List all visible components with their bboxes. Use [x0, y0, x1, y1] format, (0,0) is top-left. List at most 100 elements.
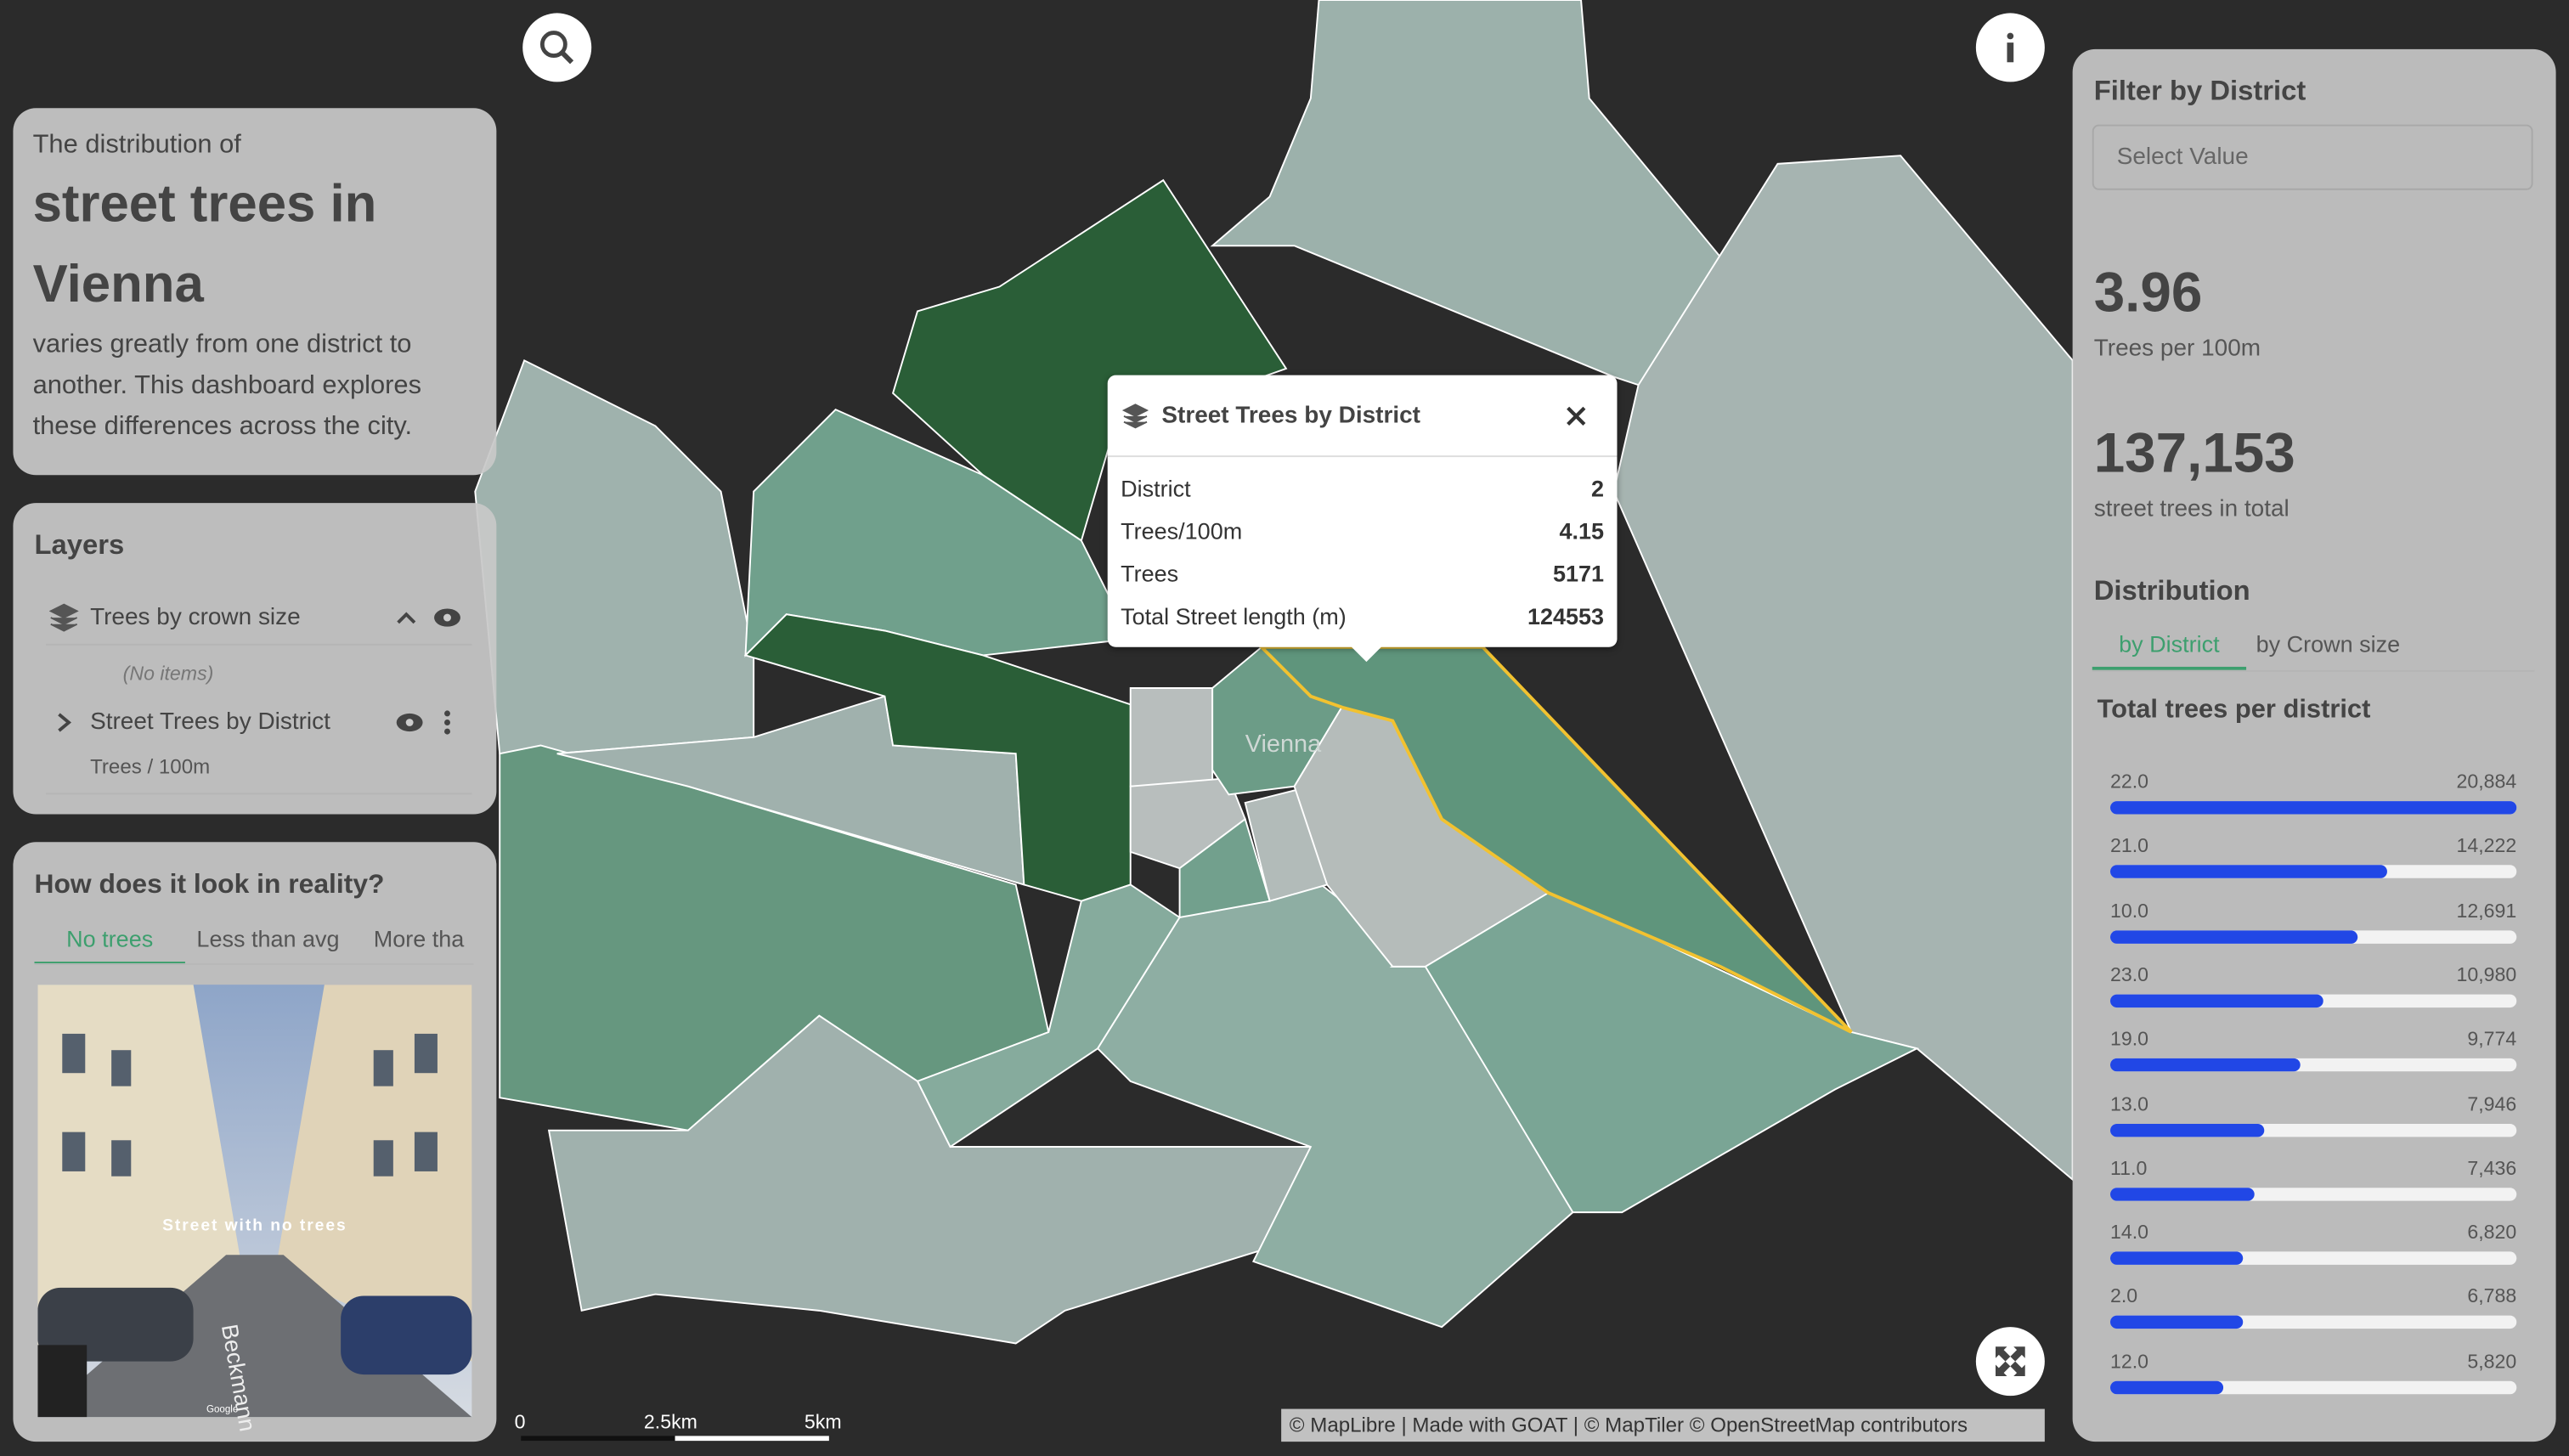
popup-row: District 2	[1121, 475, 1604, 501]
districts	[474, 0, 2074, 1345]
photo-credit: Google	[206, 1405, 239, 1416]
popup-key: Total Street length (m)	[1121, 602, 1347, 629]
district	[1129, 687, 1214, 787]
popup-title: Street Trees by District	[1161, 403, 1421, 430]
search-button[interactable]	[522, 13, 592, 82]
bar	[2109, 1187, 2256, 1201]
attribution[interactable]: © MapLibre | Made with GOAT | © MapTiler…	[1281, 1408, 2045, 1442]
layers-icon	[48, 603, 79, 632]
bar	[2109, 1251, 2244, 1266]
bar-value-label: 20,884	[2456, 770, 2517, 793]
popup-value: 5171	[1552, 560, 1605, 587]
bar-label: 12.0	[2109, 1349, 2149, 1373]
reality-title: How does it look in reality?	[34, 870, 385, 900]
district	[916, 883, 1181, 1148]
filter-title: Filter by District	[2093, 75, 2306, 107]
bar-value-label: 10,980	[2456, 962, 2517, 986]
popup-value: 4.15	[1559, 517, 1605, 545]
fullscreen-button[interactable]	[1975, 1327, 2045, 1397]
distribution-title: Distribution	[2093, 574, 2250, 607]
fullscreen-icon	[1995, 1346, 2025, 1376]
bar	[2109, 994, 2324, 1007]
bar	[2109, 929, 2357, 944]
bar-value-label: 6,788	[2467, 1284, 2517, 1308]
bar	[2109, 1058, 2301, 1072]
bar-label: 11.0	[2109, 1156, 2148, 1180]
popup-tip	[1350, 645, 1383, 663]
bar-value-label: 5,820	[2467, 1349, 2517, 1373]
popup-key: Trees/100m	[1121, 517, 1243, 545]
popup-value: 2	[1591, 475, 1605, 502]
bar	[2109, 865, 2387, 879]
scale-label: 2.5km	[644, 1411, 697, 1433]
chart-title: Total trees per district	[2097, 696, 2371, 725]
popup-key: Trees	[1121, 560, 1179, 587]
divider	[45, 643, 472, 646]
close-button[interactable]	[1567, 406, 1586, 426]
popup-key: District	[1121, 475, 1191, 502]
stat-label: street trees in total	[2093, 496, 2290, 523]
layer-name[interactable]: Trees by crown size	[90, 604, 301, 631]
divider	[1107, 455, 1618, 458]
divider	[2092, 669, 2535, 672]
bar-value-label: 9,774	[2467, 1027, 2517, 1051]
bar-label: 10.0	[2109, 899, 2149, 923]
layer-note: Trees / 100m	[90, 755, 211, 779]
divider	[45, 793, 472, 795]
popup-value: 124553	[1527, 602, 1605, 629]
district-select[interactable]: Select Value	[2092, 124, 2533, 190]
tab[interactable]: Less than avg	[196, 925, 340, 952]
tab[interactable]: by Crown size	[2256, 630, 2401, 657]
bar-value-label: 7,436	[2467, 1156, 2517, 1180]
info-icon	[2007, 32, 2014, 63]
info-button[interactable]	[1975, 13, 2045, 82]
expand-icon[interactable]	[54, 711, 74, 734]
place-label: Vienna	[1245, 731, 1322, 758]
layer-note: (No items)	[122, 662, 214, 686]
bar-value-label: 6,820	[2467, 1220, 2517, 1244]
bar-label: 2.0	[2109, 1284, 2138, 1308]
intro-body: varies greatly from one district to anot…	[32, 330, 422, 441]
intro-lead: The distribution of	[32, 131, 241, 160]
popup: Street Trees by District District 2 Trees/…	[1107, 375, 1618, 663]
photo-caption: Street with no trees	[162, 1216, 347, 1236]
popup-row: Trees 5171	[1121, 561, 1604, 587]
reality-card: How does it look in reality? No trees Le…	[13, 842, 497, 1442]
scale-label: 5km	[805, 1411, 842, 1433]
bar-label: 13.0	[2109, 1092, 2149, 1115]
layers-card: Layers Trees by crown size (No items) St…	[13, 503, 497, 815]
bar	[2109, 1380, 2224, 1394]
selected-district[interactable]	[1257, 645, 1853, 1034]
layer-controls[interactable]	[393, 605, 485, 631]
tab[interactable]: No trees	[34, 926, 185, 965]
stat-label: Trees per 100m	[2093, 336, 2261, 363]
bar-value-label: 14,222	[2456, 834, 2517, 858]
intro-title: street trees in Vienna	[32, 173, 377, 313]
scale-label: 0	[515, 1411, 526, 1433]
stats-panel: Filter by District Select Value 3.96 Tre…	[2072, 48, 2556, 1442]
popup-row: Total Street length (m) 124553	[1121, 603, 1604, 629]
bar-label: 21.0	[2109, 834, 2149, 858]
popup-row: Trees/100m 4.15	[1121, 517, 1604, 544]
district	[1612, 155, 2074, 1182]
intro-card: The distribution of street trees in Vien…	[13, 108, 497, 476]
layers-title: Layers	[34, 528, 125, 561]
bar	[2109, 1316, 2243, 1329]
bar-label: 22.0	[2109, 770, 2149, 793]
bar	[2109, 801, 2517, 815]
popup-icon	[1122, 404, 1149, 429]
bar-label: 19.0	[2109, 1027, 2149, 1051]
street-photo	[37, 985, 472, 1418]
layer-name[interactable]: Street Trees by District	[90, 709, 330, 736]
tab[interactable]: More tha	[373, 925, 465, 952]
layer-controls[interactable]	[395, 709, 460, 736]
bar-label: 14.0	[2109, 1220, 2149, 1244]
bar-value-label: 7,946	[2467, 1092, 2517, 1115]
tab[interactable]: by District	[2092, 630, 2247, 670]
search-icon	[539, 31, 574, 65]
bar-value-label: 12,691	[2456, 899, 2517, 923]
divider	[34, 962, 474, 965]
bar-label: 23.0	[2109, 962, 2149, 986]
